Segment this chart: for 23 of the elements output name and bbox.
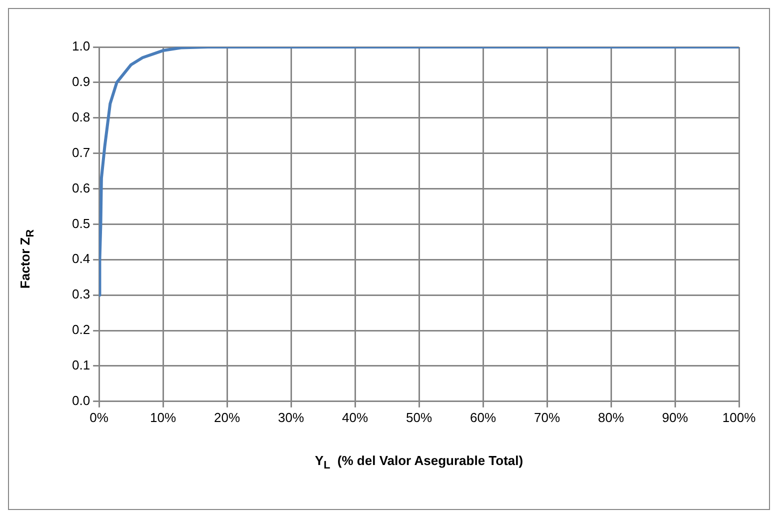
y-tick-label: 0.1 — [72, 358, 90, 373]
y-tick-label: 0.7 — [72, 144, 90, 160]
x-tick-label: 0% — [90, 410, 109, 425]
y-tick-label: 0.4 — [72, 251, 90, 266]
x-tick-label: 80% — [598, 410, 624, 425]
x-axis-title: Y$_{L}$ (% del Valor Asegurable Total) — [314, 453, 524, 472]
y-tick-label: 0.0 — [72, 392, 90, 408]
y-tick-label: 0.8 — [72, 109, 90, 124]
y-tick-label: 0.5 — [72, 216, 90, 231]
x-tick-label: 70% — [534, 410, 560, 425]
x-tick-label: 90% — [662, 410, 688, 425]
x-tick-label: 100% — [722, 410, 756, 425]
y-tick-label: 0.2 — [72, 322, 90, 338]
y-tick-label: 0.3 — [72, 286, 90, 302]
y-tick-label: 0.9 — [72, 74, 90, 90]
x-tick-label: 50% — [406, 410, 432, 425]
x-tick-label: 20% — [214, 410, 240, 425]
x-tick-label: 10% — [150, 410, 177, 425]
y-tick-label: 1.0 — [72, 38, 90, 54]
x-tick-label: 40% — [342, 410, 368, 425]
x-tick-label: 30% — [278, 410, 304, 425]
y-tick-label: 0.6 — [72, 180, 90, 196]
x-tick-label: 60% — [470, 410, 496, 425]
